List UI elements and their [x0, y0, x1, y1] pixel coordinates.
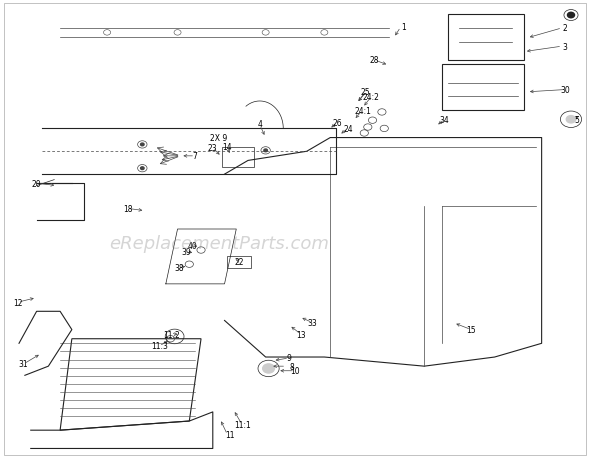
Text: 20: 20 — [32, 179, 41, 188]
Text: 33: 33 — [308, 319, 317, 328]
Text: 7: 7 — [193, 152, 198, 161]
Text: 28: 28 — [369, 56, 379, 65]
Text: 15: 15 — [466, 325, 476, 334]
Text: 14: 14 — [222, 143, 232, 152]
Text: 11:3: 11:3 — [152, 341, 168, 350]
Circle shape — [264, 150, 267, 152]
Text: 1: 1 — [401, 23, 406, 32]
FancyBboxPatch shape — [448, 15, 524, 61]
FancyBboxPatch shape — [442, 65, 524, 111]
Text: 10: 10 — [290, 366, 300, 375]
Text: 18: 18 — [123, 204, 132, 213]
Text: 23: 23 — [208, 144, 218, 153]
Circle shape — [566, 116, 576, 123]
FancyBboxPatch shape — [222, 147, 254, 168]
Text: 40: 40 — [188, 241, 197, 250]
Text: 31: 31 — [19, 359, 28, 369]
Text: 13: 13 — [296, 330, 306, 339]
Text: 11:2: 11:2 — [163, 330, 180, 339]
Circle shape — [263, 364, 274, 373]
Text: 24:1: 24:1 — [354, 106, 371, 115]
Text: 4: 4 — [257, 120, 262, 129]
Text: 34: 34 — [440, 116, 450, 124]
Text: 3: 3 — [563, 43, 568, 51]
Text: 30: 30 — [560, 86, 570, 95]
Text: 11: 11 — [225, 431, 235, 439]
Text: 38: 38 — [174, 264, 183, 273]
Circle shape — [140, 168, 144, 170]
Text: 24:2: 24:2 — [363, 93, 380, 102]
Circle shape — [568, 13, 575, 19]
Text: 25: 25 — [360, 88, 371, 97]
Text: 22: 22 — [234, 257, 244, 266]
Text: 5: 5 — [575, 116, 579, 124]
Text: 26: 26 — [333, 119, 342, 128]
Text: 24: 24 — [343, 125, 353, 134]
Text: 39: 39 — [182, 248, 191, 257]
FancyBboxPatch shape — [228, 257, 251, 268]
Text: eReplacementParts.com: eReplacementParts.com — [109, 234, 329, 252]
Text: 2X 9: 2X 9 — [210, 134, 227, 143]
Circle shape — [140, 144, 144, 146]
Text: 11:1: 11:1 — [234, 420, 251, 429]
Text: 12: 12 — [13, 298, 22, 307]
Text: 2: 2 — [563, 24, 568, 33]
Text: 8: 8 — [290, 362, 294, 371]
Text: 9: 9 — [287, 354, 291, 363]
